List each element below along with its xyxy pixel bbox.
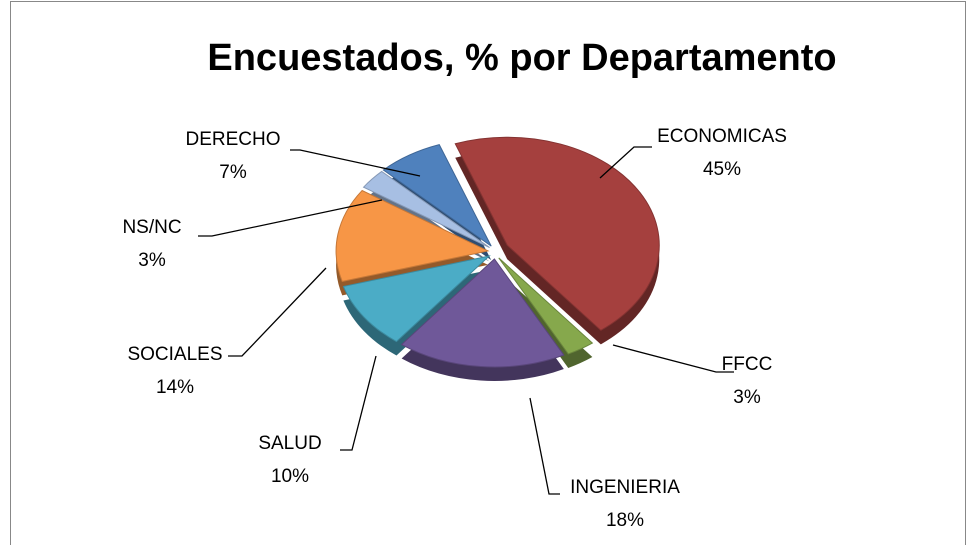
slice-label: SALUD <box>258 433 321 454</box>
slice-value-label: 45% <box>703 159 741 180</box>
slice <box>342 255 491 343</box>
slice-label: ECONOMICAS <box>657 126 787 147</box>
slice <box>335 189 490 282</box>
slice-label: DERECHO <box>185 129 280 150</box>
leader-line <box>198 199 383 237</box>
slice-value-label: 18% <box>606 510 644 531</box>
slice-label: INGENIERIA <box>570 477 680 498</box>
slice-label: NS/NC <box>122 217 181 238</box>
leader-line <box>529 397 560 495</box>
slice-value-label: 10% <box>271 466 309 487</box>
chart-title: Encuestados, % por Departamento <box>207 37 836 79</box>
slice-label: FFCC <box>722 354 773 375</box>
slice-value-label: 3% <box>138 250 166 271</box>
leader-line <box>612 344 734 373</box>
leader-line <box>599 146 652 179</box>
leader-line <box>290 149 421 177</box>
leader-line <box>228 267 327 357</box>
leader-line <box>340 355 377 451</box>
slice-value-label: 14% <box>156 377 194 398</box>
slice-value-label: 3% <box>733 387 761 408</box>
slice-value-label: 7% <box>219 162 247 183</box>
slice <box>382 144 492 247</box>
slice <box>498 257 594 355</box>
slice-label: SOCIALES <box>127 344 222 365</box>
slice <box>400 258 565 368</box>
slice <box>454 136 660 331</box>
slice <box>362 170 490 249</box>
